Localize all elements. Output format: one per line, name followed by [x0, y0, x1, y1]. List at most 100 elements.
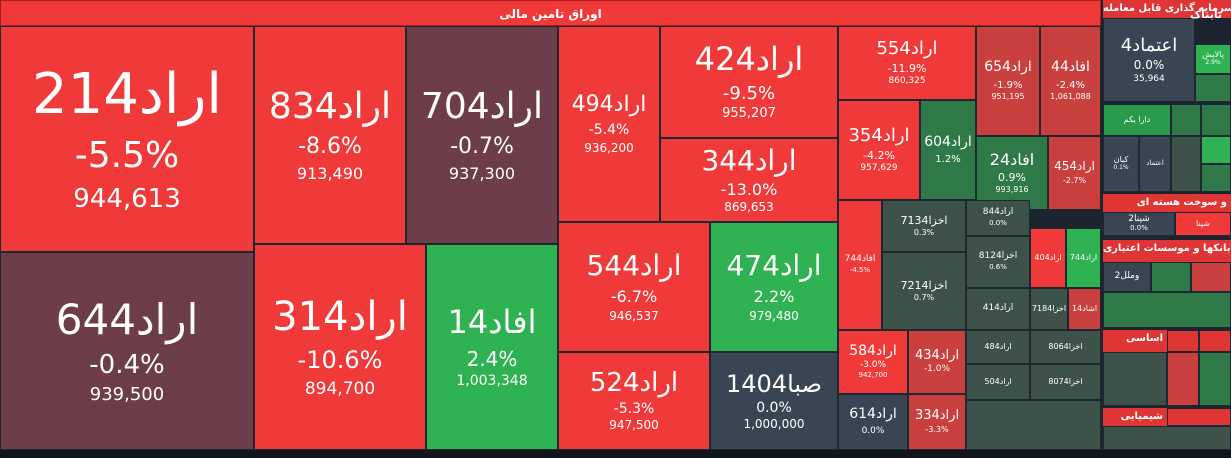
price: 1,061,088 [1050, 91, 1091, 101]
change: -1.0% [923, 364, 951, 375]
section-header-banks: بانکها و موسسات اعتباری [1103, 240, 1231, 262]
tile-shepna2[interactable]: شپنا2 0.0% [1103, 212, 1175, 236]
symbol: اراد644 [55, 294, 199, 344]
tile-arad704[interactable]: اراد704 -0.7% 937,300 [406, 26, 558, 244]
change: 0.0% [989, 219, 1007, 228]
bottom-bar [0, 450, 1231, 458]
tile-arad344[interactable]: اراد344 -13.0% 869,653 [660, 138, 838, 222]
symbol: اراد584 [849, 343, 897, 360]
symbol: اراد414 [982, 303, 1014, 314]
tile-arad834[interactable]: اراد834 -8.6% 913,490 [254, 26, 406, 244]
tile-akhza8064[interactable]: اخزا8064 [1030, 330, 1101, 364]
change: -3.3% [925, 424, 949, 434]
tile-etemad4[interactable]: اعتماد4 0.0% 35,964 [1103, 18, 1195, 102]
tile-arad414[interactable]: اراد414 [966, 288, 1030, 330]
symbol: اراد704 [420, 86, 544, 128]
tile-kian[interactable]: کیان 0.1% [1103, 136, 1139, 192]
tile-arad454[interactable]: اراد454 -2.7% [1048, 136, 1101, 210]
tile-arad544[interactable]: اراد544 -6.7% 946,537 [558, 222, 710, 352]
tile-akhza7184[interactable]: اخزا7184 [1030, 288, 1068, 330]
tile-bank-c[interactable] [1103, 292, 1231, 328]
change: 0.1% [1113, 164, 1129, 172]
tile-saba1404[interactable]: صبا1404 0.0% 1,000,000 [710, 352, 838, 450]
tile-misc[interactable] [966, 400, 1101, 450]
tile-arad354[interactable]: اراد354 -4.2% 957,629 [838, 100, 920, 200]
symbol: اراد354 [848, 125, 910, 147]
tile-green-a[interactable] [1171, 104, 1201, 136]
tile-gray-a[interactable] [1171, 136, 1201, 192]
price: 939,500 [89, 384, 165, 406]
tile-arad644[interactable]: اراد644 -0.4% 939,500 [0, 252, 254, 450]
symbol: کیان [1113, 155, 1129, 165]
tile-arad614[interactable]: اراد614 0.0% [838, 394, 908, 450]
tile-arad314[interactable]: اراد314 -10.6% 894,700 [254, 244, 426, 450]
section-header-nuclear: و سوخت هسته ای [1103, 194, 1231, 212]
tile-arad334[interactable]: اراد334 -3.3% [908, 394, 966, 450]
tile-arad504[interactable]: اراد504 [966, 364, 1030, 400]
tile-afad44[interactable]: افاد44 -2.4% 1,061,088 [1040, 26, 1101, 136]
price: 942,700 [858, 371, 888, 380]
tile-chem-a[interactable] [1167, 408, 1231, 426]
tile-arad744b[interactable]: اراد744 [1066, 228, 1101, 288]
tile-arad434[interactable]: اراد434 -1.0% [908, 330, 966, 394]
tile-arad494[interactable]: اراد494 -5.4% 936,200 [558, 26, 660, 222]
price: 1,000,000 [743, 417, 805, 432]
change: -5.3% [613, 401, 655, 417]
change: -10.6% [297, 346, 383, 375]
tile-green-d[interactable] [1201, 164, 1231, 192]
change: 0.0% [756, 399, 792, 416]
tile-basic-a[interactable] [1167, 330, 1199, 352]
tile-afad14[interactable]: افاد14 2.4% 1,003,348 [426, 244, 558, 450]
change: 0.7% [913, 292, 935, 302]
tile-arad844[interactable]: اراد844 0.0% [966, 200, 1030, 236]
tile-arad424[interactable]: اراد424 -9.5% 955,207 [660, 26, 838, 138]
tile-basic-d[interactable] [1167, 352, 1199, 406]
tile-arad584[interactable]: اراد584 -3.0% 942,700 [838, 330, 908, 394]
symbol: اخزا8074 [1048, 376, 1083, 386]
tile-basic-c[interactable] [1103, 352, 1167, 406]
tile-arad214[interactable]: اراد214 -5.5% 944,613 [0, 26, 254, 252]
price: 860,325 [888, 76, 926, 86]
tile-arad484[interactable]: اراد484 [966, 330, 1030, 364]
symbol: شپنا2 [1128, 214, 1150, 225]
tile-dara[interactable]: دارا یکم [1103, 104, 1171, 136]
tile-basic-e[interactable] [1199, 352, 1231, 406]
section-header-chemical: شیمیایی [1103, 408, 1167, 426]
tile-arad474[interactable]: اراد474 2.2% 979,480 [710, 222, 838, 352]
tile-bank-b[interactable] [1191, 262, 1231, 292]
tile-shepna[interactable]: شپنا [1175, 212, 1231, 236]
tile-akhza7134[interactable]: اخزا7134 0.3% [882, 200, 966, 252]
tile-etemad[interactable]: اعتماد [1139, 136, 1171, 192]
symbol: وملل2 [1114, 271, 1140, 282]
tile-afad744[interactable]: افاد744 -4.5% [838, 200, 882, 330]
tile-chem-b[interactable] [1103, 426, 1231, 450]
tile-akhza8124[interactable]: اخزا8124 0.6% [966, 236, 1030, 288]
tile-bank-a[interactable] [1151, 262, 1191, 292]
price: 947,500 [609, 418, 659, 433]
tile-akhza8074[interactable]: اخزا8074 [1030, 364, 1101, 400]
tile-arad524[interactable]: اراد524 -5.3% 947,500 [558, 352, 710, 450]
tile-green-b[interactable] [1201, 104, 1231, 136]
tile-afad24[interactable]: افاد24 0.9% 993,916 [976, 136, 1048, 210]
tile-akhza7214[interactable]: اخزا7214 0.7% [882, 252, 966, 330]
tile-ashad14[interactable]: اشاد14 [1068, 288, 1101, 330]
tile-arad404[interactable]: اراد404 [1030, 228, 1066, 288]
tile-arad654[interactable]: اراد654 -1.9% 951,195 [976, 26, 1040, 136]
change: 0.3% [913, 227, 935, 237]
change: 0.0% [1133, 58, 1165, 73]
symbol: اراد614 [849, 406, 897, 423]
change: -0.4% [89, 349, 165, 380]
tile-green-small[interactable] [1195, 74, 1231, 102]
tile-vmelal2[interactable]: وملل2 [1103, 262, 1151, 292]
tile-palayesh[interactable]: پالایش 2.9% [1195, 44, 1231, 74]
change: 2.2% [753, 287, 795, 306]
tile-basic-b[interactable] [1199, 330, 1231, 352]
change: -1.9% [993, 79, 1023, 91]
tile-arad604[interactable]: اراد604 1.2% [920, 100, 976, 200]
symbol: اراد344 [701, 144, 797, 178]
tile-arad554[interactable]: اراد554 -11.9% 860,325 [838, 26, 976, 100]
symbol: اراد214 [32, 62, 222, 128]
change: 2.4% [466, 346, 518, 371]
price: 894,700 [304, 378, 376, 399]
tile-green-c[interactable] [1201, 136, 1231, 164]
